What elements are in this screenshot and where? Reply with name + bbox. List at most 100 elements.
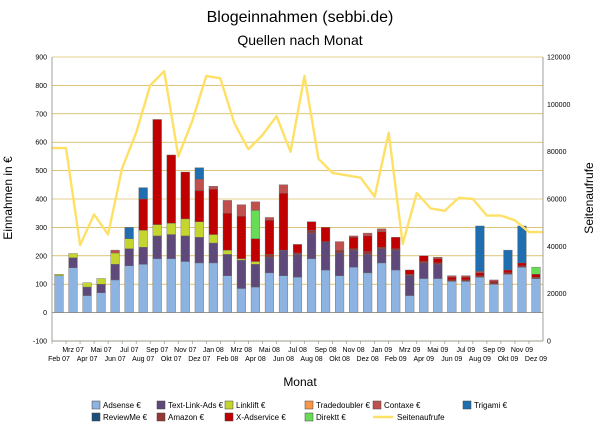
x-tick-label: Aug 07 [132,356,154,363]
left-y-ticks: -100 0 100 200 300 400 500 600 700 800 900 [33,55,47,346]
legend-swatch [91,412,101,422]
bar-segment [250,264,260,288]
bar-segment [475,276,485,313]
x-tick-label: Dez 09 [525,356,547,363]
x-tick-label: Jun 09 [441,356,462,363]
bars [54,119,541,313]
legend-label: ReviewMe € [103,413,148,422]
bar-segment [152,235,162,259]
legend-label: Seitenaufrufe [397,413,445,422]
line-series [52,69,543,247]
bar-segment [419,261,429,264]
bar-segment [152,258,162,313]
bar-segment [292,276,303,313]
bar-segment [503,274,513,313]
bar-segment [405,274,415,276]
bar-segment [377,247,387,249]
bar-segment [349,248,359,251]
x-tick-label: Jan 09 [371,347,392,354]
bar-segment [517,225,527,264]
bar-segment [405,275,415,296]
bar-segment [391,249,401,271]
bar-segment [363,235,373,252]
x-tick-label: Sep 08 [314,347,336,354]
x-tick-label: Jul 08 [288,347,307,354]
y-tick-label: 800 [35,83,47,90]
bar-segment [517,265,527,268]
y-tick-label: 400 [35,197,47,204]
bar-segment [194,262,204,313]
x-tick-label: Okt 07 [161,356,182,363]
bar-segment [419,255,429,262]
legend-label: X-Adservice € [236,413,286,422]
bar-segment [377,231,387,248]
legend-label: Direktt € [316,413,346,422]
bar-segment [208,242,218,264]
bar-segment [138,187,148,200]
x-tick-label: Mrz 08 [231,347,253,354]
legend-label: Trigami € [474,401,508,410]
bar-segment [264,217,274,221]
bar-segment [419,278,429,313]
bar-segment [180,218,190,237]
legend-label: Contaxe € [384,401,421,410]
bar-segment [278,184,289,194]
legend-swatch [224,400,234,410]
bar-segment [82,295,92,313]
bar-segment [306,221,317,231]
x-axis-label: Monat [283,375,317,389]
bar-segment [335,275,345,313]
bar-segment [489,281,499,283]
legend-swatch [304,412,314,422]
legend-swatch [372,400,382,410]
bar-segment [391,248,401,251]
bar-segment [194,167,204,180]
seitenaufrufe-line [52,69,543,247]
bar-segment [321,269,331,313]
bar-segment [335,252,345,276]
x-tick-label: Dez 07 [188,356,210,363]
bar-segment [503,269,513,274]
y2-axis-label: Seitenaufrufe [582,162,596,234]
x-tick-label: Okt 08 [329,356,350,363]
bar-segment [433,258,443,264]
bar-segment [68,253,78,258]
bar-segment [391,237,401,249]
x-tick-label: Jun 07 [105,356,126,363]
bar-segment [166,222,176,235]
x-tick-label: Feb 08 [216,356,238,363]
bar-segment [250,261,260,265]
bar-segment [461,279,471,282]
bar-segment [222,212,232,251]
bar-segment [433,257,443,259]
bar-segment [349,249,359,268]
x-tick-label: Mai 07 [91,347,112,354]
bar-segment [363,272,373,313]
bar-segment [278,249,289,276]
bar-segment [124,248,134,266]
bar-segment [292,254,303,278]
bar-segment [124,227,134,239]
bar-segment [222,275,232,313]
bar-segment [236,288,246,313]
bar-segment [363,254,373,274]
right-y-ticks: 0 20000 40000 60000 80000 100000 120000 [547,55,570,346]
bar-segment [447,281,457,313]
bar-segment [264,220,274,255]
x-tick-label: Mrz 09 [399,347,421,354]
bar-segment [82,282,92,288]
x-tick-label: Nov 07 [174,347,196,354]
bar-segment [180,171,190,220]
legend-swatch [91,400,101,410]
y2-tick-label: 0 [547,339,551,346]
bar-segment [54,275,64,313]
bar-segment [377,248,387,264]
bar-segment [377,228,387,232]
bar-segment [363,232,373,237]
bar-segment [250,201,260,211]
bar-segment [349,266,359,313]
bar-segment [138,198,148,231]
bar-segment [503,272,513,275]
bar-segment [321,227,331,242]
bar-segment [349,237,359,249]
